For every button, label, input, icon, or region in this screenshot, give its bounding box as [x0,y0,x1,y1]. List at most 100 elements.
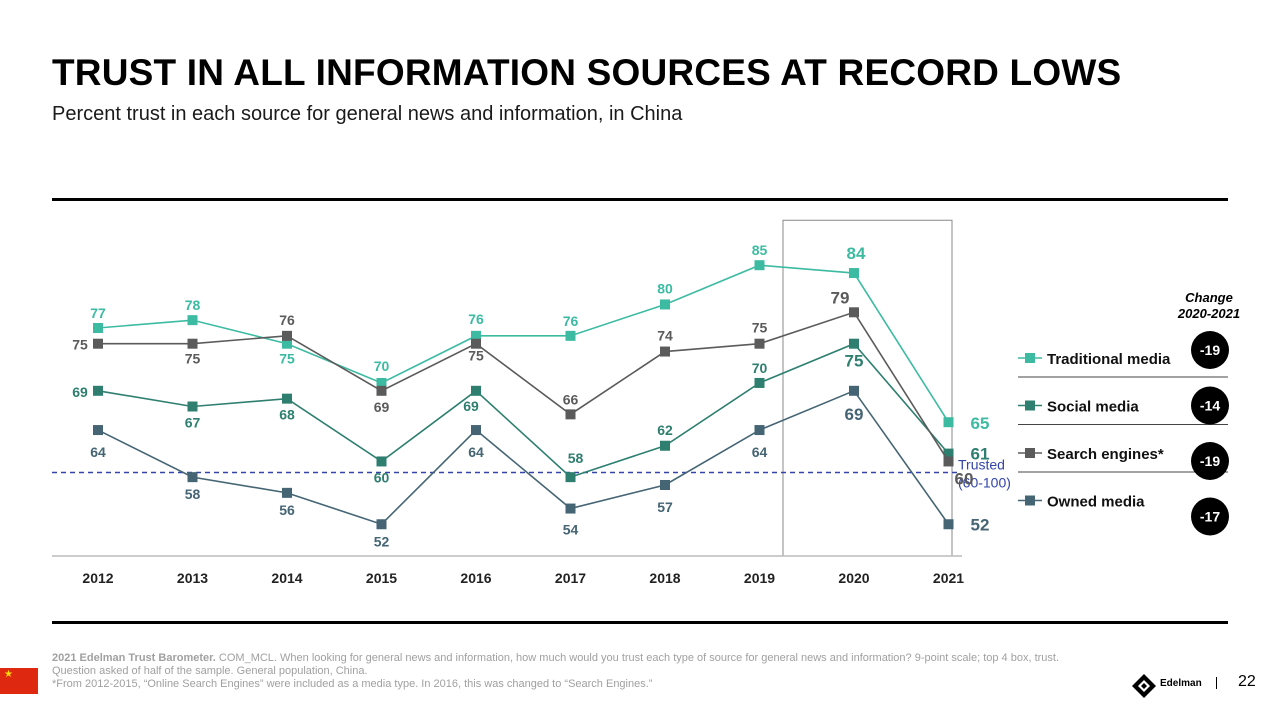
x-tick-label: 2013 [177,570,208,586]
change-value: -17 [1200,509,1220,525]
x-tick-label: 2018 [649,570,680,586]
data-point [754,338,765,349]
data-label: 76 [279,312,295,328]
x-tick-label: 2015 [366,570,397,586]
legend-marker [1025,495,1035,506]
trusted-range-label: (60-100) [958,474,1011,490]
change-value: -19 [1200,453,1220,469]
data-label: 84 [847,244,866,263]
data-label: 60 [955,469,974,488]
change-header-line2: 2020-2021 [1177,306,1241,321]
source-text: COM_MCL. When looking for general news a… [52,652,1060,677]
data-point [376,385,387,396]
legend-marker [1025,448,1035,458]
data-label: 70 [752,360,768,376]
data-label: 76 [468,311,484,327]
series-line [97,264,950,423]
data-label: 56 [279,502,295,518]
data-label: 57 [657,499,673,515]
data-label: 52 [374,533,390,549]
trusted-label: Trusted [958,456,1005,472]
legend-marker [1025,400,1035,411]
brand-name: Edelman [1160,678,1202,689]
data-point [660,346,670,357]
data-label: 64 [468,444,484,460]
data-label: 58 [568,450,584,466]
data-label: 62 [657,422,673,438]
x-tick-label: 2016 [460,570,491,586]
x-tick-label: 2014 [271,570,302,586]
data-label: 67 [185,415,201,431]
source-bold: 2021 Edelman Trust Barometer. [52,652,216,664]
change-badge [1191,331,1229,369]
data-point [565,472,576,483]
x-tick-label: 2019 [744,570,775,586]
data-point [565,330,576,341]
data-label: 52 [971,515,990,534]
data-label: 70 [374,358,390,374]
data-point [849,307,859,318]
data-point [187,315,198,326]
page-subtitle: Percent trust in each source for general… [52,103,683,125]
data-point [376,456,387,467]
data-label: 69 [463,398,479,414]
data-point [943,456,954,467]
china-flag-icon: ★ [0,668,38,694]
data-point [471,385,481,396]
change-value: -14 [1200,398,1220,414]
data-point [754,377,765,388]
bottom-rule [52,621,1228,624]
legend-label: Search engines* [1047,446,1164,463]
data-point [471,338,481,349]
data-point [754,425,765,436]
data-label: 58 [185,486,201,502]
top-rule [52,198,1228,201]
data-point [943,448,954,459]
legend-label: Owned media [1047,494,1145,511]
data-point [187,338,198,349]
change-header-line1: Change [1185,290,1233,305]
data-label: 65 [971,414,990,433]
data-point [282,487,292,498]
change-badge [1191,497,1229,536]
data-point [660,480,670,490]
data-label: 54 [563,522,579,538]
data-point [849,268,859,279]
series-line [97,342,950,479]
data-point [943,519,954,530]
data-point [660,440,670,451]
data-point [376,519,387,530]
data-label: 69 [845,405,864,424]
data-point [187,401,198,412]
data-label: 60 [374,469,390,485]
footnote-text: *From 2012-2015, “Online Search Engines”… [52,678,653,690]
data-point [282,393,292,404]
change-badge [1191,386,1229,425]
x-tick-label: 2017 [555,570,586,586]
footnote: 2021 Edelman Trust Barometer. COM_MCL. W… [52,652,1082,691]
data-label: 76 [563,313,579,329]
x-tick-label: 2021 [933,570,964,586]
data-label: 75 [185,351,201,367]
legend-label: Social media [1047,399,1139,416]
data-label: 74 [657,328,673,344]
data-point [660,299,670,310]
series-line [97,389,950,526]
data-label: 68 [279,407,295,423]
data-point [93,385,103,396]
data-label: 75 [845,352,864,371]
data-label: 75 [72,337,88,353]
data-point [93,323,103,333]
data-label: 64 [752,444,768,460]
data-point [849,338,859,349]
change-header: Change 2020-2021 [1168,290,1250,322]
data-label: 75 [468,348,484,364]
data-label: 69 [374,399,390,415]
series-line [98,311,950,462]
data-point [565,503,576,514]
data-point [93,338,103,349]
data-label: 69 [72,384,88,400]
data-label: 78 [185,297,201,313]
data-label: 79 [831,288,850,307]
x-tick-label: 2020 [838,570,869,586]
